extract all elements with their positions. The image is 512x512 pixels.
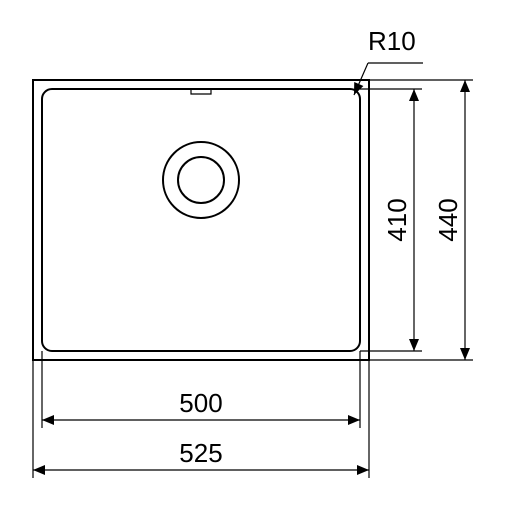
- dim-410: 410: [382, 198, 412, 241]
- sink-outer: [33, 80, 369, 360]
- sink-technical-drawing: 500 525 410 440 R10: [0, 0, 512, 512]
- dim-525: 525: [179, 438, 222, 468]
- dim-r10: R10: [368, 26, 416, 56]
- drain-outer: [163, 142, 239, 218]
- dim-500: 500: [179, 388, 222, 418]
- sink-inner-bowl: [42, 89, 360, 351]
- dim-440: 440: [433, 198, 463, 241]
- drain-inner: [178, 157, 224, 203]
